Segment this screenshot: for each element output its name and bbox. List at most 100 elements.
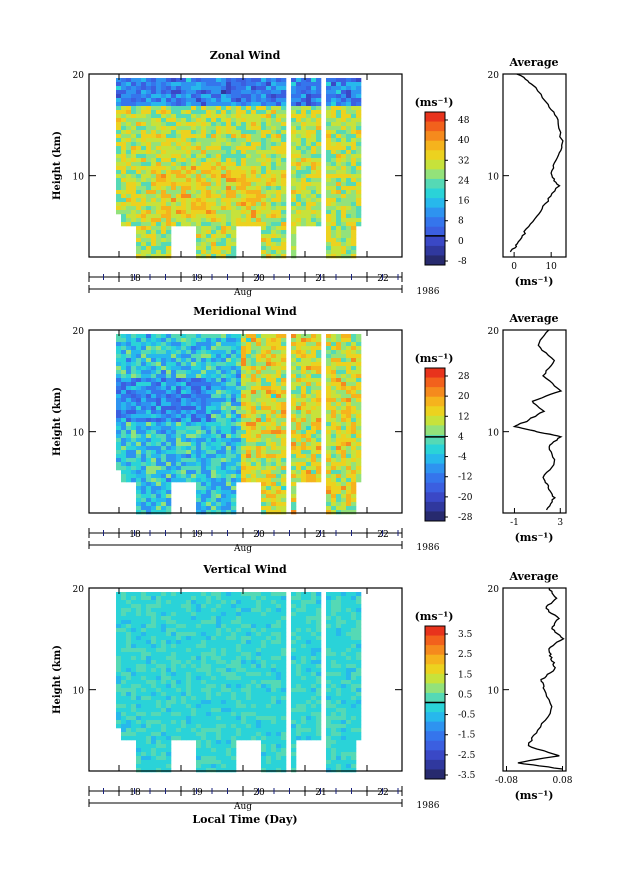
colorbar-swatch xyxy=(425,769,445,780)
colorbar-swatch xyxy=(425,635,445,646)
y-tick-label: 10 xyxy=(73,173,85,183)
y-tick-label: 20 xyxy=(73,327,85,337)
colorbar-swatch xyxy=(425,368,445,378)
avg-y-tick-label: 20 xyxy=(488,585,500,595)
colorbar-swatch xyxy=(425,425,445,436)
colorbar-swatch xyxy=(425,664,445,675)
avg-y-tick-label: 10 xyxy=(488,173,500,183)
colorbar-swatch xyxy=(425,492,445,503)
colorbar-swatch xyxy=(425,673,445,684)
y-axis-label: Height (km) xyxy=(52,645,63,714)
colorbar-frame xyxy=(424,367,446,522)
colorbar-tick-label: -28 xyxy=(458,513,473,523)
day-tick-label: 21 xyxy=(315,788,326,798)
average-title: Average xyxy=(508,570,558,583)
colorbar-swatch xyxy=(425,712,445,723)
year-label: 1986 xyxy=(417,287,440,297)
colorbar-swatch xyxy=(425,482,445,493)
colorbar-swatch xyxy=(425,731,445,742)
colorbar-swatch xyxy=(425,702,445,713)
day-tick-label: 19 xyxy=(191,530,203,540)
colorbar-swatch xyxy=(425,112,445,122)
day-tick-label: 22 xyxy=(377,788,388,798)
y-tick-label: 10 xyxy=(73,687,85,697)
panel-1: Zonal Wind 20 10 Height (km) 18 19 20 21 22 Aug 19… xyxy=(52,49,567,298)
plot-frame xyxy=(88,329,403,514)
month-label: Aug xyxy=(233,544,252,554)
average-frame xyxy=(502,73,567,258)
panel-title: Vertical Wind xyxy=(202,563,287,576)
avg-x-tick-label: 0.08 xyxy=(552,776,572,786)
colorbar-swatch xyxy=(425,377,445,388)
colorbar-swatch xyxy=(425,626,445,636)
day-tick-label: 19 xyxy=(191,788,203,798)
colorbar-frame xyxy=(424,111,446,266)
colorbar-swatch xyxy=(425,236,445,247)
colorbar-swatch xyxy=(425,683,445,694)
average-frame xyxy=(502,329,567,514)
avg-x-tick-label: 3 xyxy=(557,518,563,528)
colorbar-tick-label: -2.5 xyxy=(458,751,476,761)
colorbar-swatch xyxy=(425,255,445,266)
colorbar-swatch xyxy=(425,169,445,180)
colorbar-tick-label: 4 xyxy=(458,432,464,442)
average-profile-line xyxy=(517,587,565,770)
month-label: Aug xyxy=(233,802,252,812)
colorbar-tick-label: 12 xyxy=(458,412,469,422)
colorbar-swatch xyxy=(425,140,445,151)
avg-unit-label: (ms⁻¹) xyxy=(515,531,554,544)
colorbar-tick-label: -3.5 xyxy=(458,771,476,781)
colorbar-tick-label: 32 xyxy=(458,156,469,166)
y-tick-label: 20 xyxy=(73,71,85,81)
colorbar-tick-label: -20 xyxy=(458,493,473,503)
colorbar-swatch xyxy=(425,740,445,751)
colorbar-tick-label: 48 xyxy=(458,116,470,126)
unit-label: (ms⁻¹) xyxy=(415,352,454,365)
y-tick-label: 20 xyxy=(73,585,85,595)
average-title: Average xyxy=(508,56,558,69)
colorbar-swatch xyxy=(425,406,445,417)
day-tick-label: 21 xyxy=(315,530,326,540)
average-profile-line xyxy=(509,73,564,253)
colorbar-tick-label: -4 xyxy=(458,453,467,463)
colorbar-tick-label: 0 xyxy=(458,237,464,247)
heatmap xyxy=(116,334,362,515)
colorbar-swatch xyxy=(425,207,445,218)
colorbar-swatch xyxy=(425,415,445,426)
day-tick-label: 20 xyxy=(253,788,265,798)
avg-unit-label: (ms⁻¹) xyxy=(515,789,554,802)
colorbar-tick-label: -12 xyxy=(458,473,473,483)
colorbar-tick-label: -8 xyxy=(458,257,467,267)
month-label: Aug xyxy=(233,288,252,298)
colorbar-swatch xyxy=(425,396,445,407)
colorbar-tick-label: 3.5 xyxy=(458,630,473,640)
colorbar-tick-label: 24 xyxy=(458,176,470,186)
colorbar-tick-label: -0.5 xyxy=(458,711,476,721)
colorbar-tick-label: 28 xyxy=(458,372,470,382)
colorbar-swatch xyxy=(425,226,445,237)
colorbar-swatch xyxy=(425,463,445,474)
colorbar-swatch xyxy=(425,721,445,732)
colorbar-swatch xyxy=(425,131,445,142)
y-tick-label: 10 xyxy=(73,429,85,439)
day-tick-label: 20 xyxy=(253,530,265,540)
avg-y-tick-label: 10 xyxy=(488,429,500,439)
colorbar-swatch xyxy=(425,759,445,770)
y-axis-label: Height (km) xyxy=(52,131,63,200)
average-title: Average xyxy=(508,312,558,325)
colorbar-swatch xyxy=(425,159,445,170)
colorbar-tick-label: 16 xyxy=(458,197,470,207)
average-profile-line xyxy=(512,329,563,511)
colorbar-tick-label: 2.5 xyxy=(458,650,473,660)
panel-2: Meridional Wind 20 10 Height (km) 18 19 20 21 22… xyxy=(52,305,567,554)
avg-x-tick-label: -0.08 xyxy=(495,776,518,786)
avg-y-tick-label: 20 xyxy=(488,327,500,337)
avg-y-tick-label: 20 xyxy=(488,71,500,81)
heatmap xyxy=(116,592,362,773)
colorbar-tick-label: 8 xyxy=(458,217,464,227)
day-tick-label: 21 xyxy=(315,274,326,284)
x-axis-title: Local Time (Day) xyxy=(192,813,297,826)
day-tick-label: 22 xyxy=(377,274,388,284)
colorbar-tick-label: 20 xyxy=(458,392,470,402)
colorbar-swatch xyxy=(425,178,445,189)
